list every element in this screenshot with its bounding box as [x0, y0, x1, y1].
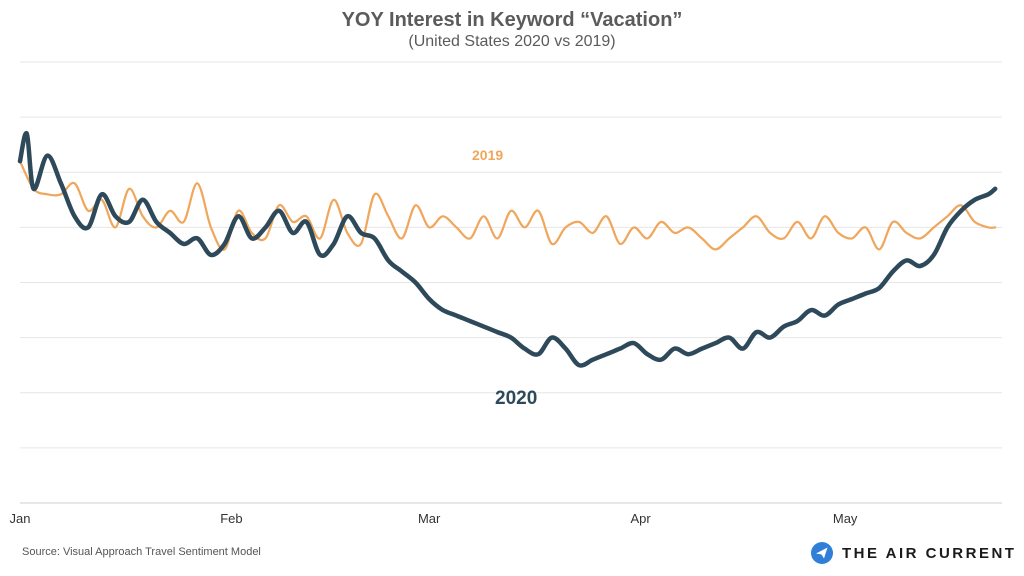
series-line-2019 [18, 160, 997, 251]
paper-plane-icon [811, 542, 833, 564]
series-labels: 2019 2020 [472, 147, 537, 409]
chart-subtitle: (United States 2020 vs 2019) [408, 33, 616, 50]
brand-name: THE AIR CURRENT [842, 544, 1017, 562]
series-label-2020: 2020 [495, 388, 537, 409]
series-label-2019: 2019 [472, 147, 503, 163]
chart-title: YOY Interest in Keyword “Vacation” [341, 9, 683, 31]
x-tick-label: Mar [418, 511, 441, 526]
x-tick-label: May [833, 511, 858, 526]
x-tick-label: Jan [10, 511, 31, 526]
source-note: Source: Visual Approach Travel Sentiment… [22, 546, 261, 558]
gridlines [20, 61, 1002, 504]
x-axis-ticks: Jan Feb Mar Apr May [10, 511, 858, 526]
x-tick-label: Feb [220, 511, 242, 526]
series-line-2020 [17, 131, 998, 368]
brand-logo: THE AIR CURRENT [810, 540, 1016, 566]
x-tick-label: Apr [630, 511, 651, 526]
series-lines [17, 131, 998, 368]
